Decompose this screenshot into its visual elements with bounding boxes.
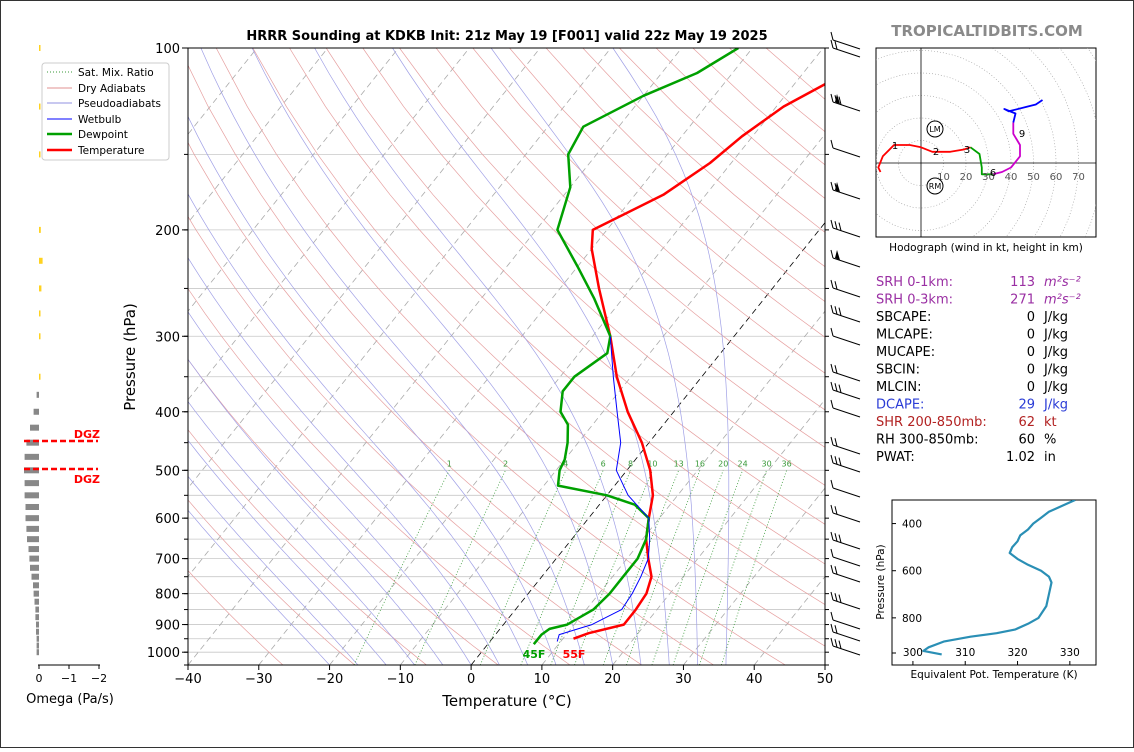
figure-frame [0, 0, 1134, 748]
